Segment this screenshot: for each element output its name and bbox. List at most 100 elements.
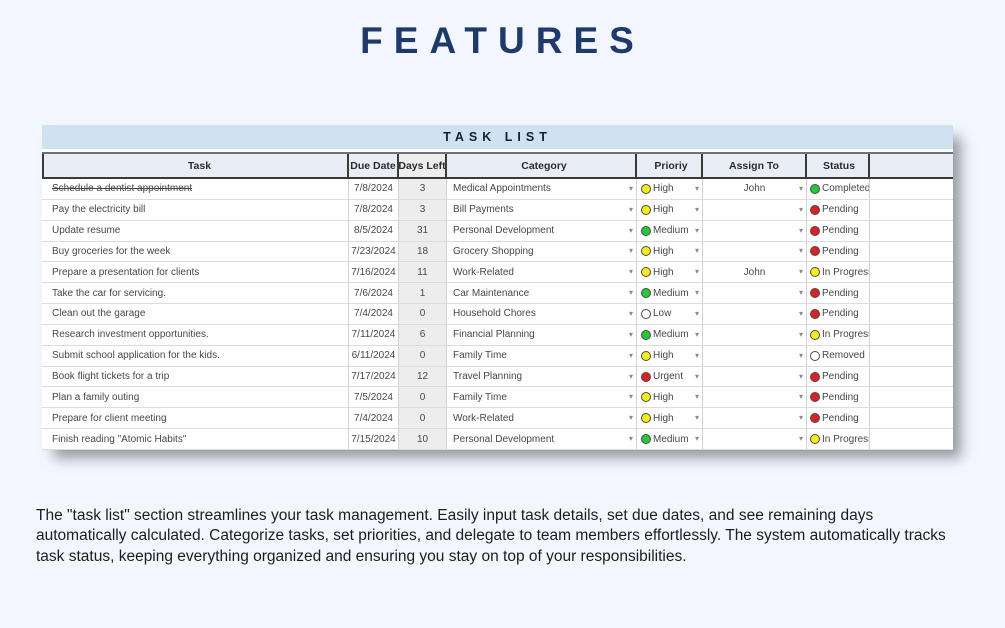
category-cell[interactable]: Household Chores ▾: [447, 304, 637, 324]
category-cell[interactable]: Medical Appointments ▾: [447, 179, 637, 199]
category-cell[interactable]: Work-Related ▾: [447, 262, 637, 283]
dropdown-icon[interactable]: ▾: [694, 246, 699, 256]
assign-to-cell[interactable]: ▾: [703, 408, 807, 429]
dropdown-icon[interactable]: ▾: [798, 329, 803, 339]
dropdown-icon[interactable]: ▾: [798, 267, 803, 277]
dropdown-icon[interactable]: ▾: [798, 350, 803, 360]
priority-cell[interactable]: Medium ▾: [637, 283, 703, 304]
due-date-cell[interactable]: 7/15/2024: [349, 429, 399, 449]
due-date-cell[interactable]: 8/5/2024: [349, 220, 399, 241]
dropdown-icon[interactable]: ▾: [628, 225, 633, 235]
due-date-cell[interactable]: 6/11/2024: [349, 345, 399, 366]
category-cell[interactable]: Family Time ▾: [447, 387, 637, 408]
dropdown-icon[interactable]: ▾: [798, 204, 803, 214]
priority-cell[interactable]: Urgent ▾: [637, 366, 703, 387]
assign-to-cell[interactable]: ▾: [703, 199, 807, 220]
status-cell[interactable]: In Progress: [807, 429, 870, 449]
due-date-cell[interactable]: 7/4/2024: [349, 408, 399, 429]
category-cell[interactable]: Work-Related ▾: [447, 408, 637, 429]
status-cell[interactable]: Completed: [807, 179, 870, 199]
priority-cell[interactable]: High ▾: [637, 408, 703, 429]
priority-cell[interactable]: High ▾: [637, 179, 703, 199]
dropdown-icon[interactable]: ▾: [628, 434, 633, 444]
due-date-cell[interactable]: 7/17/2024: [349, 366, 399, 387]
assign-to-cell[interactable]: ▾: [703, 387, 807, 408]
dropdown-icon[interactable]: ▾: [694, 225, 699, 235]
dropdown-icon[interactable]: ▾: [694, 434, 699, 444]
dropdown-icon[interactable]: ▾: [694, 308, 699, 318]
category-cell[interactable]: Travel Planning ▾: [447, 366, 637, 387]
task-cell[interactable]: Prepare for client meeting: [47, 408, 349, 429]
assign-to-cell[interactable]: ▾: [703, 220, 807, 241]
dropdown-icon[interactable]: ▾: [628, 267, 633, 277]
task-cell[interactable]: Clean out the garage: [47, 304, 349, 324]
status-cell[interactable]: Pending: [807, 304, 870, 324]
dropdown-icon[interactable]: ▾: [628, 308, 633, 318]
task-cell[interactable]: Submit school application for the kids.: [47, 345, 349, 366]
due-date-cell[interactable]: 7/6/2024: [349, 283, 399, 304]
status-cell[interactable]: Pending: [807, 408, 870, 429]
task-cell[interactable]: Plan a family outing: [47, 387, 349, 408]
task-cell[interactable]: Book flight tickets for a trip: [47, 366, 349, 387]
dropdown-icon[interactable]: ▾: [798, 371, 803, 381]
due-date-cell[interactable]: 7/11/2024: [349, 324, 399, 345]
task-cell[interactable]: Pay the electricity bill: [47, 199, 349, 220]
dropdown-icon[interactable]: ▾: [798, 225, 803, 235]
task-cell[interactable]: Research investment opportunities.: [47, 324, 349, 345]
dropdown-icon[interactable]: ▾: [628, 183, 633, 193]
assign-to-cell[interactable]: ▾: [703, 283, 807, 304]
priority-cell[interactable]: High ▾: [637, 241, 703, 262]
dropdown-icon[interactable]: ▾: [628, 413, 633, 423]
due-date-cell[interactable]: 7/5/2024: [349, 387, 399, 408]
dropdown-icon[interactable]: ▾: [798, 183, 803, 193]
category-cell[interactable]: Grocery Shopping ▾: [447, 241, 637, 262]
assign-to-cell[interactable]: John ▾: [703, 262, 807, 283]
dropdown-icon[interactable]: ▾: [798, 413, 803, 423]
status-cell[interactable]: Pending: [807, 199, 870, 220]
dropdown-icon[interactable]: ▾: [694, 204, 699, 214]
assign-to-cell[interactable]: ▾: [703, 429, 807, 449]
assign-to-cell[interactable]: ▾: [703, 241, 807, 262]
status-cell[interactable]: Pending: [807, 241, 870, 262]
assign-to-cell[interactable]: ▾: [703, 345, 807, 366]
dropdown-icon[interactable]: ▾: [628, 288, 633, 298]
dropdown-icon[interactable]: ▾: [798, 288, 803, 298]
dropdown-icon[interactable]: ▾: [694, 183, 699, 193]
dropdown-icon[interactable]: ▾: [798, 246, 803, 256]
dropdown-icon[interactable]: ▾: [628, 392, 633, 402]
dropdown-icon[interactable]: ▾: [694, 371, 699, 381]
priority-cell[interactable]: High ▾: [637, 262, 703, 283]
status-cell[interactable]: Removed: [807, 345, 870, 366]
dropdown-icon[interactable]: ▾: [798, 434, 803, 444]
status-cell[interactable]: Pending: [807, 283, 870, 304]
priority-cell[interactable]: Medium ▾: [637, 324, 703, 345]
due-date-cell[interactable]: 7/16/2024: [349, 262, 399, 283]
assign-to-cell[interactable]: John ▾: [703, 179, 807, 199]
dropdown-icon[interactable]: ▾: [694, 413, 699, 423]
dropdown-icon[interactable]: ▾: [628, 371, 633, 381]
status-cell[interactable]: Pending: [807, 220, 870, 241]
dropdown-icon[interactable]: ▾: [694, 288, 699, 298]
task-cell[interactable]: Buy groceries for the week: [47, 241, 349, 262]
dropdown-icon[interactable]: ▾: [694, 350, 699, 360]
dropdown-icon[interactable]: ▾: [628, 350, 633, 360]
assign-to-cell[interactable]: ▾: [703, 304, 807, 324]
priority-cell[interactable]: High ▾: [637, 199, 703, 220]
due-date-cell[interactable]: 7/8/2024: [349, 199, 399, 220]
dropdown-icon[interactable]: ▾: [694, 267, 699, 277]
category-cell[interactable]: Family Time ▾: [447, 345, 637, 366]
priority-cell[interactable]: Medium ▾: [637, 220, 703, 241]
category-cell[interactable]: Financial Planning ▾: [447, 324, 637, 345]
assign-to-cell[interactable]: ▾: [703, 366, 807, 387]
category-cell[interactable]: Personal Development ▾: [447, 220, 637, 241]
priority-cell[interactable]: Low ▾: [637, 304, 703, 324]
priority-cell[interactable]: High ▾: [637, 387, 703, 408]
task-cell[interactable]: Update resume: [47, 220, 349, 241]
due-date-cell[interactable]: 7/8/2024: [349, 179, 399, 199]
category-cell[interactable]: Car Maintenance ▾: [447, 283, 637, 304]
due-date-cell[interactable]: 7/4/2024: [349, 304, 399, 324]
task-cell[interactable]: Schedule a dentist appointment: [47, 179, 349, 199]
task-cell[interactable]: Finish reading "Atomic Habits": [47, 429, 349, 449]
priority-cell[interactable]: Medium ▾: [637, 429, 703, 449]
status-cell[interactable]: Pending: [807, 387, 870, 408]
